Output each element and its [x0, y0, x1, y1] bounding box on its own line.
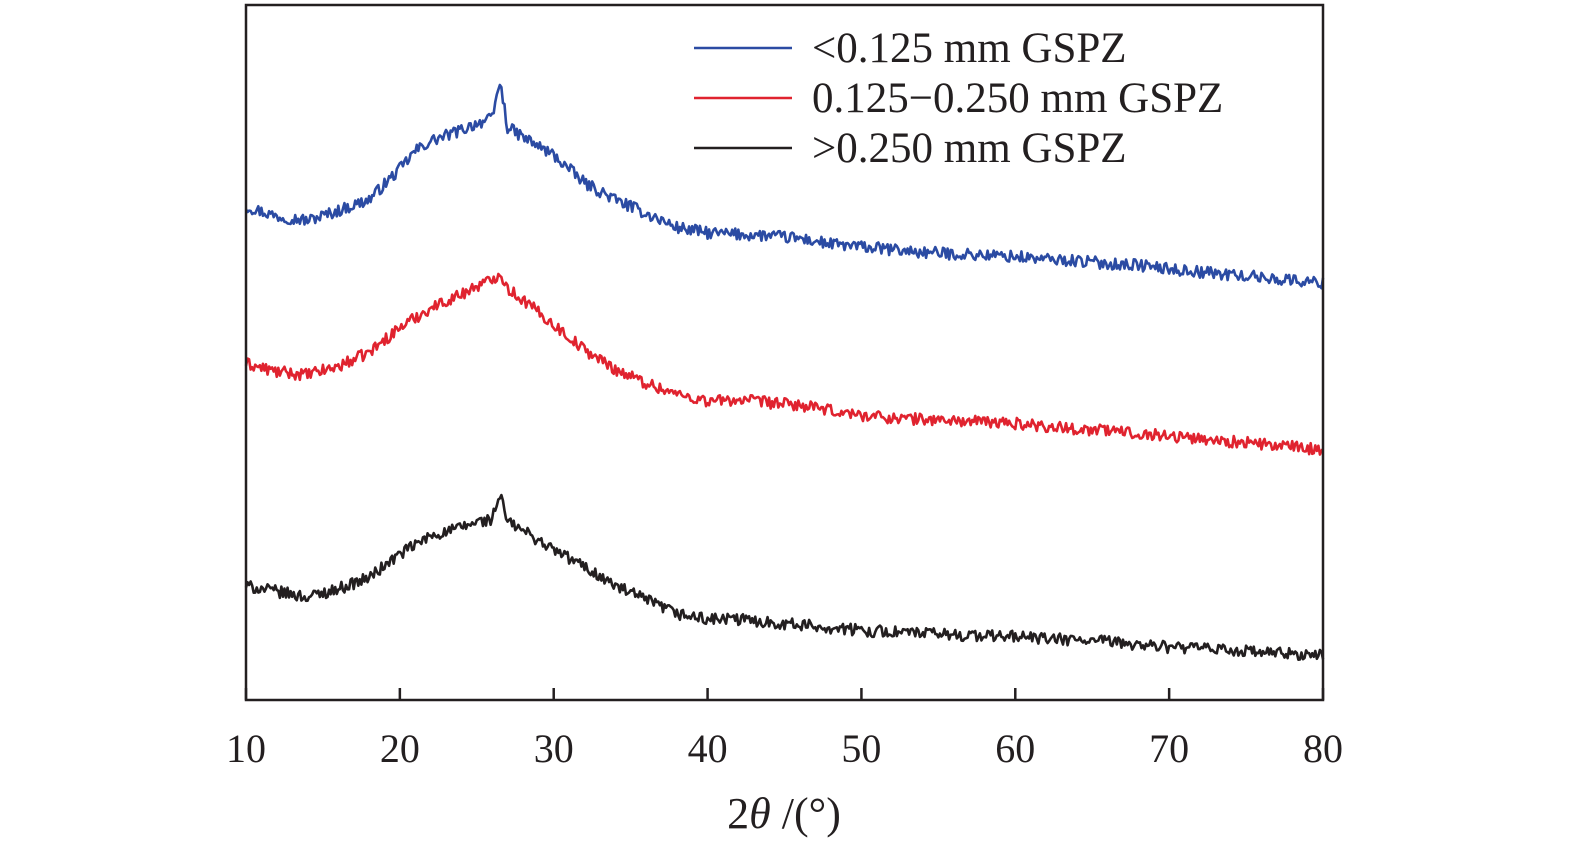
x-tick-label-30: 30: [534, 726, 574, 771]
series-line-2: [244, 272, 1324, 456]
x-tick-label-20: 20: [380, 726, 420, 771]
legend-label-3: >0.250 mm GSPZ: [812, 125, 1127, 172]
x-tick-label-80: 80: [1303, 726, 1343, 771]
series-layer: [244, 83, 1325, 661]
x-tick-label-10: 10: [226, 726, 266, 771]
plot-frame: [244, 3, 1325, 702]
series-line-1: [244, 83, 1325, 290]
x-tick-label-70: 70: [1149, 726, 1189, 771]
legend-label-2: 0.125−0.250 mm GSPZ: [812, 75, 1223, 122]
series-line-3: [244, 493, 1325, 661]
x-tick-label-60: 60: [995, 726, 1035, 771]
x-axis-tick-labels: 10 20 30 40 50 60 70 80: [226, 726, 1343, 771]
x-tick-label-40: 40: [688, 726, 728, 771]
x-axis-label: 2θ /(°): [727, 789, 841, 838]
x-tick-label-50: 50: [841, 726, 881, 771]
legend-label-1: <0.125 mm GSPZ: [812, 25, 1127, 72]
x-axis-ticks: [244, 688, 1325, 700]
